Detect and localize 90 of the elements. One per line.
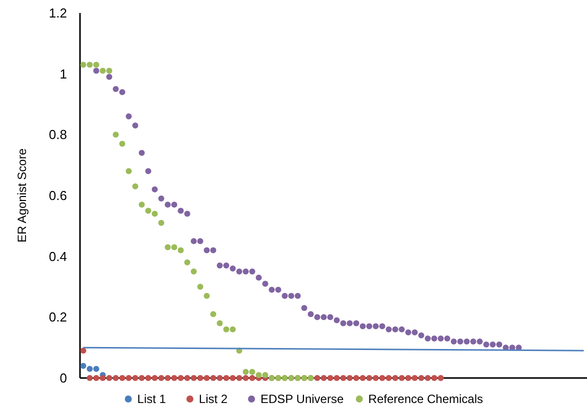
point [158,375,164,381]
point [230,326,236,332]
point [119,140,126,147]
point [340,375,346,381]
point [379,375,386,381]
y-tick-label: 1 [60,66,67,82]
point [86,366,93,372]
point [216,375,223,381]
y-tick-label: 0 [60,370,67,386]
point [138,375,145,381]
point [353,375,360,381]
point [106,375,112,381]
point [171,375,178,381]
point [210,375,216,381]
point [106,68,112,74]
point [204,375,210,381]
point [412,375,418,381]
point [171,244,178,250]
point [346,375,353,381]
point [112,132,119,138]
point [223,326,230,332]
point [184,375,190,381]
point [93,375,100,381]
point [100,68,106,74]
point [314,375,320,381]
point [190,375,197,381]
point [80,348,86,354]
point [164,244,171,250]
point [145,375,152,381]
point [216,320,223,326]
legend-label: List 2 [198,392,228,406]
y-tick-label: 0.8 [48,127,67,142]
point [100,375,106,381]
point [242,375,249,381]
y-tick-label: 0.2 [48,310,67,325]
point [230,375,236,381]
point [256,372,262,378]
point [438,375,444,381]
point [418,375,424,381]
point [158,220,164,226]
point [398,375,405,381]
point [145,208,152,214]
point [178,375,184,381]
y-tick-label: 0.4 [48,248,67,264]
point [93,366,100,372]
point [138,202,145,208]
point [249,368,256,375]
legend-label: Reference Chemicals [368,392,484,406]
y-tick-label: 0.6 [48,188,67,204]
point [164,375,171,381]
point [223,375,230,381]
point [431,375,438,381]
point [262,372,268,378]
point [112,375,119,381]
y-tick-label: 1.2 [48,6,67,21]
point [126,168,132,174]
point [80,362,86,369]
point [236,375,242,381]
legend-label: EDSP Universe [260,392,344,406]
point [93,62,100,68]
point [204,292,210,299]
point [132,375,138,381]
point [80,62,86,68]
point [184,259,190,266]
point [197,375,204,381]
point [210,311,216,318]
point [366,375,372,381]
point [360,375,366,381]
point [405,375,412,381]
point [152,375,158,381]
legend-label: List 1 [137,392,166,406]
point [126,375,132,381]
point [327,375,334,381]
point [386,375,392,381]
point [152,210,158,217]
point [197,284,204,290]
point [190,268,197,275]
point [334,375,340,381]
point [372,375,379,381]
point [86,62,93,68]
point [86,375,93,381]
point [424,375,431,381]
point [320,375,327,381]
y-axis-title: ER Agonist Score [15,148,29,243]
point [119,375,126,381]
point [132,183,138,190]
point [392,375,398,381]
point [249,375,256,381]
point [242,368,249,375]
point [178,247,184,254]
